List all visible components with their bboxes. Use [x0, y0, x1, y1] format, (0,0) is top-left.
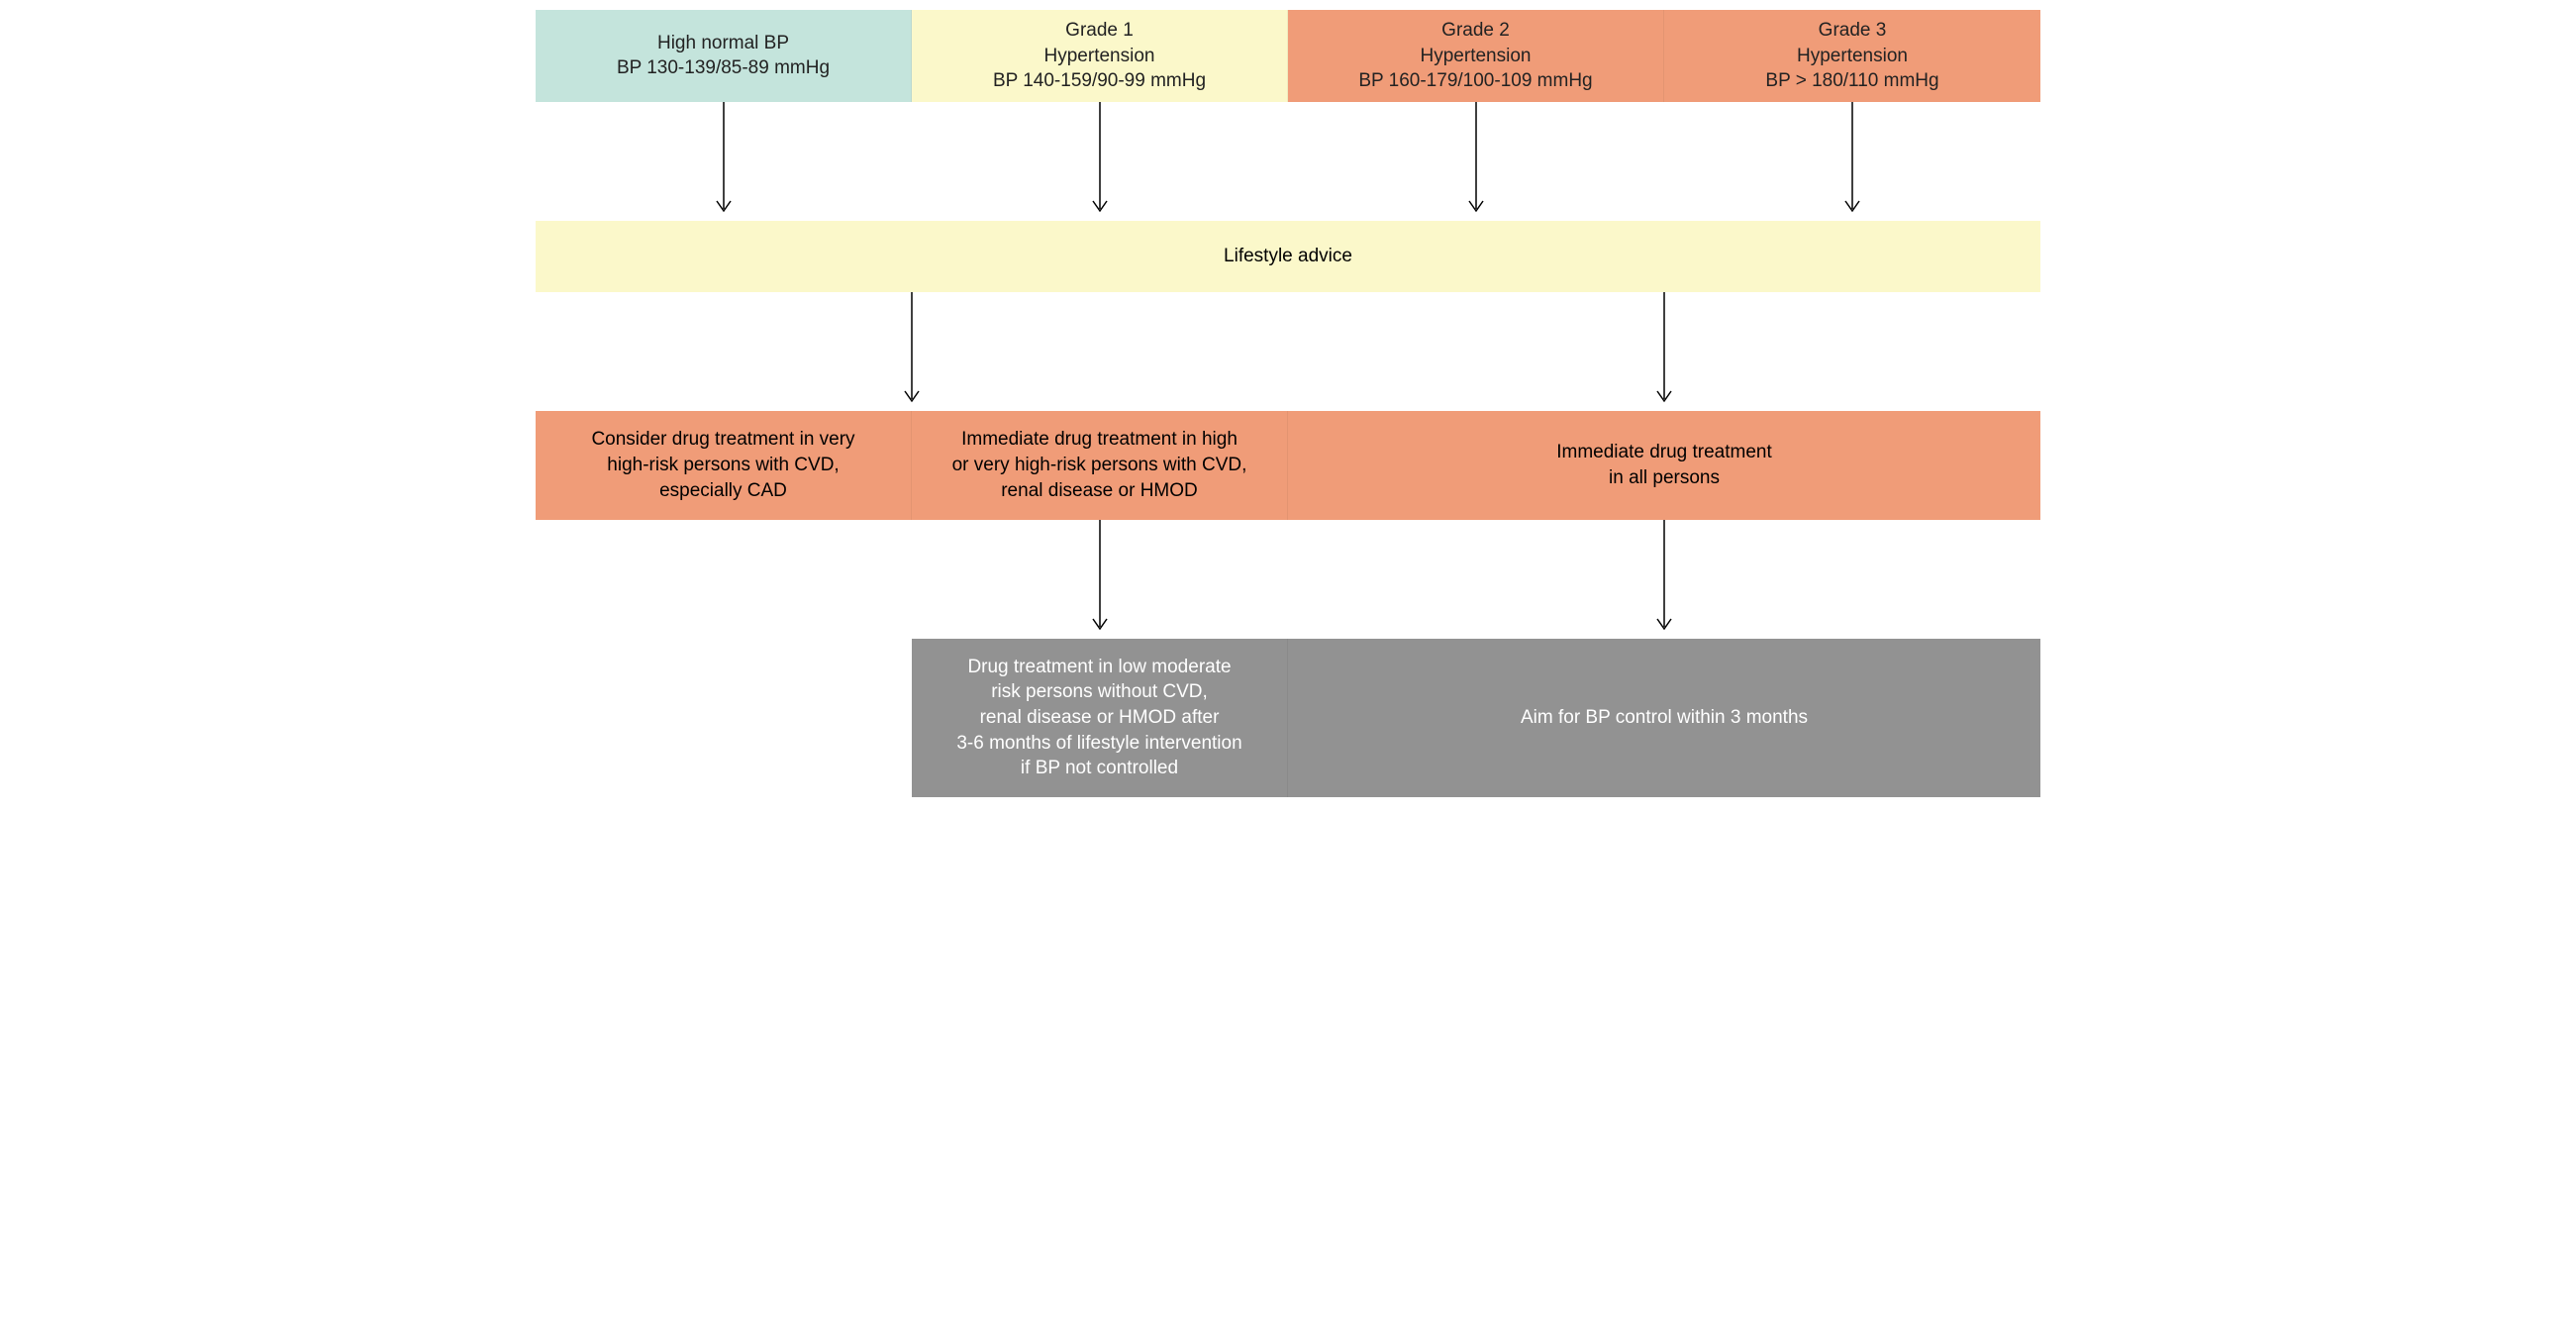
header-row: High normal BP BP 130-139/85-89 mmHg Gra… [536, 10, 2040, 102]
header-grade3: Grade 3 Hypertension BP > 180/110 mmHg [1664, 10, 2040, 102]
cell-text: especially CAD [659, 478, 787, 504]
arrow-cell [536, 102, 912, 221]
arrow-down-icon [1093, 520, 1107, 629]
arrow-down-icon [714, 102, 734, 221]
lifestyle-text: Lifestyle advice [1224, 244, 1352, 269]
arrow-svg [536, 520, 2040, 639]
arrows-lifestyle-to-treatment [536, 292, 2040, 411]
header-text: Hypertension [1797, 44, 1908, 69]
header-text: BP > 180/110 mmHg [1765, 68, 1938, 94]
lifestyle-advice-band: Lifestyle advice [536, 221, 2040, 292]
header-text: High normal BP [657, 31, 789, 56]
cell-text: Drug treatment in low moderate [967, 655, 1231, 680]
header-high-normal: High normal BP BP 130-139/85-89 mmHg [536, 10, 912, 102]
cell-text: renal disease or HMOD after [980, 705, 1220, 731]
header-text: Hypertension [1421, 44, 1532, 69]
arrow-down-icon [1842, 102, 1862, 221]
cell-text: Immediate drug treatment in high [961, 427, 1238, 453]
header-text: Grade 2 [1441, 18, 1510, 44]
arrow-down-icon [1657, 520, 1671, 629]
header-text: BP 140-159/90-99 mmHg [993, 68, 1206, 94]
cell-text: Consider drug treatment in very [591, 427, 854, 453]
arrow-down-icon [1466, 102, 1486, 221]
header-text: Hypertension [1044, 44, 1155, 69]
arrow-cell [1288, 102, 1664, 221]
cell-text: if BP not controlled [1021, 756, 1178, 781]
arrows-header-to-lifestyle [536, 102, 2040, 221]
hypertension-flowchart: High normal BP BP 130-139/85-89 mmHg Gra… [536, 10, 2040, 797]
cell-text: 3-6 months of lifestyle intervention [956, 731, 1241, 757]
cell-text: risk persons without CVD, [991, 679, 1208, 705]
treatment-grade1: Immediate drug treatment in high or very… [912, 411, 1288, 520]
header-text: BP 160-179/100-109 mmHg [1358, 68, 1592, 94]
cell-text: Aim for BP control within 3 months [1521, 705, 1808, 731]
arrow-svg [536, 292, 2040, 411]
arrow-down-icon [905, 292, 919, 401]
arrows-treatment-to-bottom [536, 520, 2040, 639]
cell-text: in all persons [1609, 465, 1720, 491]
cell-text: high-risk persons with CVD, [607, 453, 839, 478]
header-grade1: Grade 1 Hypertension BP 140-159/90-99 mm… [912, 10, 1288, 102]
header-text: Grade 1 [1065, 18, 1134, 44]
header-text: BP 130-139/85-89 mmHg [617, 55, 830, 81]
arrow-down-icon [1657, 292, 1671, 401]
arrow-cell [912, 102, 1288, 221]
cell-text: renal disease or HMOD [1001, 478, 1198, 504]
cell-text: or very high-risk persons with CVD, [952, 453, 1247, 478]
treatment-grade2-3: Immediate drug treatment in all persons [1288, 411, 2040, 520]
treatment-row: Consider drug treatment in very high-ris… [536, 411, 2040, 520]
cell-text: Immediate drug treatment [1556, 440, 1772, 465]
treatment-high-normal: Consider drug treatment in very high-ris… [536, 411, 912, 520]
header-text: Grade 3 [1819, 18, 1887, 44]
lifestyle-row: Lifestyle advice [536, 221, 2040, 292]
bottom-grade1: Drug treatment in low moderate risk pers… [912, 639, 1288, 797]
empty-cell [536, 639, 912, 797]
arrow-down-icon [1090, 102, 1110, 221]
bottom-grade2-3: Aim for BP control within 3 months [1288, 639, 2040, 797]
header-grade2: Grade 2 Hypertension BP 160-179/100-109 … [1288, 10, 1664, 102]
bottom-row: Drug treatment in low moderate risk pers… [536, 639, 2040, 797]
arrow-cell [1664, 102, 2040, 221]
